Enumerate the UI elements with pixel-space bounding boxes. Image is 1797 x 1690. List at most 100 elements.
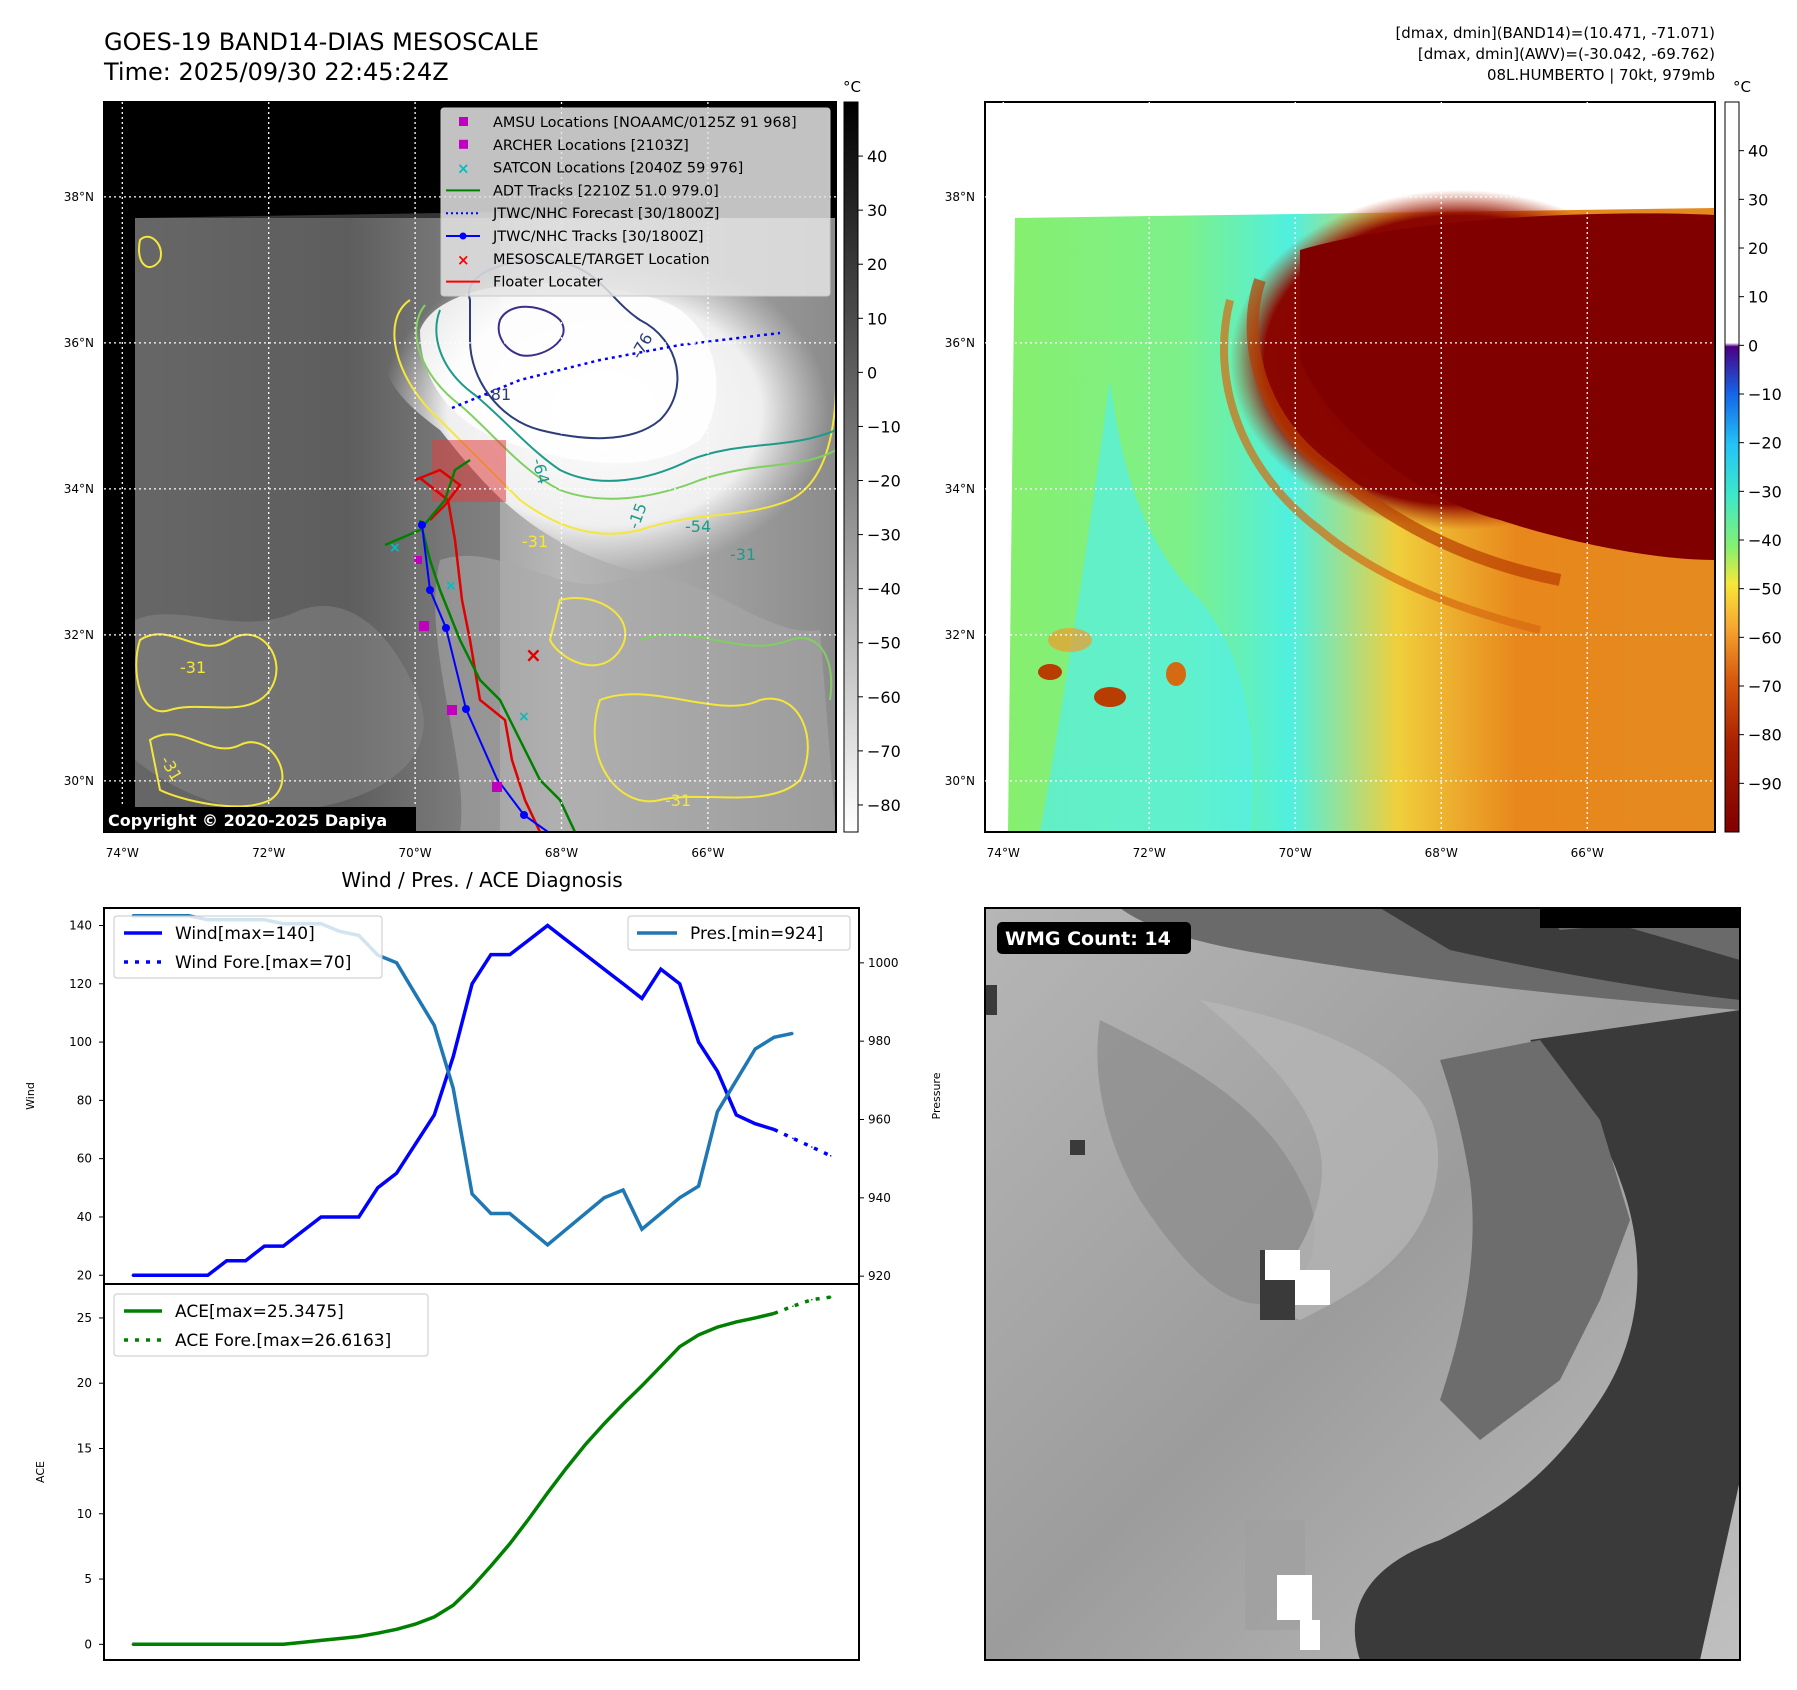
wind-point	[339, 1216, 341, 1218]
lat-tick-label: 36°N	[945, 336, 975, 350]
pressure-point	[414, 993, 417, 995]
wind-point	[603, 968, 605, 970]
ace-point	[376, 1632, 379, 1634]
y-tick-label: 10	[77, 1507, 92, 1521]
lat-tick-label: 30°N	[64, 774, 94, 788]
pressure-point	[452, 1087, 455, 1089]
colorbar-tick-label: −50	[1748, 580, 1782, 599]
colorbar-unit: °C	[843, 78, 861, 96]
wind-pres-panel: Wind / Pres. / ACE Diagnosis Wind Pressu…	[24, 868, 943, 1285]
ace-point	[131, 1643, 134, 1646]
wind-point	[584, 953, 587, 956]
wind-point	[376, 1187, 379, 1189]
pressure-point	[603, 1197, 605, 1199]
colorbar-tick-label: 0	[1748, 336, 1758, 355]
wind-point	[622, 983, 624, 985]
lon-tick-label: 72°W	[252, 846, 285, 860]
wmg-imagery	[985, 908, 1740, 1660]
ace-point	[150, 1643, 152, 1646]
lat-tick-label: 38°N	[64, 190, 94, 204]
legend-square-icon	[459, 139, 468, 149]
colorbar-tick-label: −10	[1748, 385, 1782, 404]
y-tick-label: 80	[77, 1093, 92, 1107]
legend-label: ADT Tracks [2210Z 51.0 979.0]	[493, 183, 719, 199]
ir-legend: AMSU Locations [NOAAMC/0125Z 91 968] ARCH…	[440, 107, 831, 297]
pressure-point	[395, 962, 398, 964]
wind-point	[225, 1259, 228, 1262]
ace-point	[471, 1586, 473, 1588]
contour-label: -31	[665, 791, 691, 810]
ace-point	[546, 1492, 549, 1494]
ace-point	[490, 1565, 492, 1567]
lat-tick-label: 36°N	[64, 336, 94, 350]
ace-point	[622, 1403, 624, 1405]
svg-text:×: ×	[389, 540, 401, 556]
pressure-point	[697, 1185, 700, 1187]
pressure-point	[565, 1228, 568, 1230]
figure-title: GOES-19 BAND14-DIAS MESOSCALE	[104, 28, 539, 56]
contour-label: -31	[730, 545, 756, 564]
wind-axis-label: Wind	[24, 1082, 37, 1110]
colorbar-tick-label: 40	[867, 147, 887, 166]
ace-point	[339, 1637, 341, 1640]
lon-tick-label: 74°W	[106, 846, 139, 860]
legend-ace-forecast: ACE Fore.[max=26.6163]	[175, 1331, 391, 1351]
wind-forecast-point	[829, 1155, 832, 1157]
colorbar-tick-label: −20	[867, 472, 901, 491]
wind-point	[414, 1143, 417, 1145]
wind-point	[527, 939, 530, 941]
y-tick-label: 25	[77, 1311, 92, 1325]
legend-label: SATCON Locations [2040Z 59 976]	[493, 161, 743, 177]
y-tick-label: 5	[84, 1572, 92, 1586]
colorbar-tick-label: 30	[1748, 190, 1768, 209]
contour-label: -31	[180, 658, 206, 677]
dias-map-panel: 74°W 72°W 70°W 68°W 66°W 38°N 36°N 34°N 32°N 30°N…	[945, 78, 1782, 860]
y-tick-label: 15	[77, 1442, 92, 1456]
y-tick-label: 920	[868, 1269, 891, 1283]
figure-time: Time: 2025/09/30 22:45:24Z	[103, 58, 449, 86]
y-tick-label: 60	[77, 1152, 92, 1166]
ace-point	[754, 1317, 756, 1319]
colorbar-tick-label: −80	[1748, 726, 1782, 745]
wind-point	[735, 1114, 738, 1116]
ace-point	[207, 1643, 209, 1646]
legend-label: ARCHER Locations [2103Z]	[493, 138, 689, 154]
legend-label: JTWC/NHC Tracks [30/1800Z]	[492, 229, 704, 245]
pressure-point	[584, 1212, 587, 1215]
legend-dot-icon	[459, 232, 467, 240]
ace-point	[263, 1643, 266, 1646]
target-location-marker: ×	[525, 643, 542, 667]
wind-point	[169, 1274, 171, 1277]
wind-point	[678, 983, 681, 985]
y-tick-label: 940	[868, 1191, 891, 1205]
y-tick-label: 1000	[868, 956, 899, 970]
ace-point	[395, 1628, 398, 1631]
wind-point	[131, 1274, 134, 1277]
ir-map-panel: × × × × 74°W 72°W 70°W 68°W 66°W 38°N 36°N 34°N…	[64, 78, 901, 860]
wind-point	[452, 1055, 455, 1058]
pressure-point	[660, 1212, 662, 1215]
legend-item: × MESOSCALE/TARGET Location	[457, 251, 710, 269]
contour-label: -81	[485, 385, 511, 404]
wmg-count-badge: WMG Count: 14	[1005, 928, 1171, 950]
wind-point	[207, 1274, 209, 1277]
ace-forecast-point	[773, 1312, 775, 1315]
y-tick-label: 140	[69, 918, 92, 932]
y-tick-label: 20	[77, 1376, 92, 1390]
wind-point	[433, 1114, 436, 1116]
lat-tick-label: 32°N	[64, 628, 94, 642]
legend-wind: Wind[max=140]	[175, 924, 315, 944]
wind-legend: Wind[max=140] Wind Fore.[max=70]	[113, 915, 383, 979]
ace-point	[358, 1635, 360, 1638]
contour-label: -54	[685, 517, 711, 536]
colorbar-tick-label: −50	[867, 634, 901, 653]
lon-tick-label: 74°W	[987, 846, 1020, 860]
y-tick-label: 960	[868, 1113, 891, 1127]
colorbar-tick-label: 0	[867, 363, 877, 382]
ace-point	[282, 1643, 285, 1646]
legend-item: AMSU Locations [NOAAMC/0125Z 91 968]	[459, 115, 797, 131]
colorbar-unit: °C	[1733, 78, 1751, 96]
ace-forecast-point	[829, 1296, 832, 1298]
wind-forecast-point	[773, 1128, 775, 1131]
wind-point	[509, 953, 511, 956]
